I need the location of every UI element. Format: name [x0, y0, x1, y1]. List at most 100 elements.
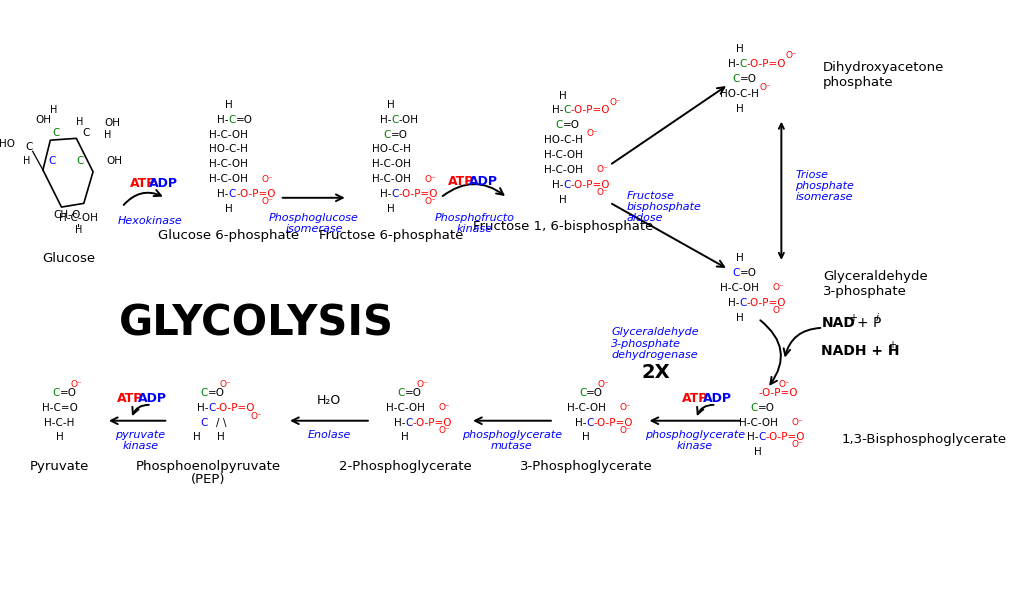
Text: H-: H-	[746, 432, 758, 443]
Text: + P: + P	[857, 316, 881, 330]
Text: O⁻: O⁻	[773, 305, 784, 314]
Text: H: H	[50, 105, 57, 114]
Text: O⁻: O⁻	[424, 197, 436, 206]
Text: C: C	[48, 156, 56, 166]
Text: C: C	[751, 403, 758, 413]
Text: H-: H-	[393, 418, 406, 428]
Text: =O: =O	[563, 120, 580, 131]
Text: O⁻: O⁻	[609, 98, 621, 107]
Text: OH: OH	[35, 115, 51, 125]
Text: -O-P=O: -O-P=O	[746, 59, 786, 69]
Text: Glucose 6-phosphate: Glucose 6-phosphate	[158, 229, 299, 243]
Text: O⁻: O⁻	[251, 412, 262, 420]
Text: H-: H-	[380, 115, 391, 125]
Text: ADP: ADP	[138, 392, 167, 405]
Text: H: H	[735, 104, 743, 114]
Text: 2-Phosphoglycerate: 2-Phosphoglycerate	[339, 459, 471, 473]
Text: -O-P=O: -O-P=O	[766, 432, 805, 443]
Text: /: /	[216, 418, 219, 428]
Text: HO-C-H: HO-C-H	[544, 135, 583, 145]
Text: C: C	[52, 388, 59, 398]
Text: H-: H-	[380, 189, 391, 199]
Text: H-C-OH: H-C-OH	[544, 165, 583, 175]
Text: C: C	[732, 74, 739, 84]
Text: C: C	[406, 418, 413, 428]
Text: =O: =O	[587, 388, 603, 398]
Text: H-C-OH: H-C-OH	[58, 213, 97, 223]
Text: ATP: ATP	[682, 392, 709, 405]
Text: H-C-H: H-C-H	[44, 418, 75, 428]
Text: H: H	[735, 253, 743, 263]
Text: H: H	[24, 156, 31, 166]
Text: H: H	[559, 195, 567, 205]
Text: H: H	[735, 44, 743, 54]
Text: H: H	[583, 432, 590, 443]
Text: =O: =O	[208, 388, 225, 398]
Text: Fructose 1, 6-bisphosphate: Fructose 1, 6-bisphosphate	[473, 220, 653, 233]
Text: C: C	[732, 268, 739, 278]
Text: kinase: kinase	[457, 225, 493, 234]
Text: Pyruvate: Pyruvate	[30, 459, 89, 473]
Text: -O-P=O: -O-P=O	[398, 189, 438, 199]
Text: aldose: aldose	[627, 213, 663, 223]
Text: H-C-OH: H-C-OH	[720, 283, 759, 293]
Text: H₂O: H₂O	[316, 394, 341, 407]
Text: ATP: ATP	[117, 392, 143, 405]
Text: OH: OH	[106, 156, 122, 166]
Text: =O: =O	[237, 115, 253, 125]
Text: H-C-OH: H-C-OH	[386, 403, 425, 413]
Text: C: C	[563, 180, 570, 190]
Text: H: H	[217, 432, 225, 443]
Text: Glyceraldehyde: Glyceraldehyde	[611, 328, 699, 337]
Text: H: H	[225, 204, 232, 214]
Text: +: +	[888, 340, 896, 350]
Text: C: C	[758, 432, 766, 443]
Text: Phosphoenolpyruvate: Phosphoenolpyruvate	[135, 459, 281, 473]
Text: C: C	[587, 418, 594, 428]
Text: H-: H-	[552, 105, 563, 116]
Text: 3-phosphate: 3-phosphate	[611, 338, 681, 349]
Text: isomerase: isomerase	[796, 192, 853, 202]
Text: O⁻: O⁻	[760, 83, 771, 92]
Text: Phosphoglucose: Phosphoglucose	[269, 213, 359, 223]
Text: H-: H-	[217, 115, 228, 125]
Text: -O-P=O: -O-P=O	[570, 105, 610, 116]
Text: isomerase: isomerase	[286, 225, 343, 234]
Text: mutase: mutase	[492, 441, 532, 451]
Text: bisphosphate: bisphosphate	[627, 202, 701, 212]
Text: Fructose 6-phosphate: Fructose 6-phosphate	[319, 229, 464, 243]
Text: =O: =O	[406, 388, 422, 398]
Text: O⁻: O⁻	[596, 187, 608, 196]
Text: H-C-OH: H-C-OH	[372, 159, 411, 170]
Text: H-: H-	[217, 189, 228, 199]
Text: C: C	[228, 115, 237, 125]
Text: ADP: ADP	[150, 177, 178, 190]
Text: O⁻: O⁻	[416, 380, 428, 389]
Text: O⁻: O⁻	[792, 418, 803, 427]
Text: H-: H-	[197, 403, 208, 413]
Text: -O-P=O: -O-P=O	[413, 418, 452, 428]
Text: C: C	[391, 115, 398, 125]
Text: O⁻: O⁻	[438, 425, 450, 434]
Text: O⁻: O⁻	[620, 403, 631, 412]
Text: H: H	[225, 100, 232, 110]
Text: H: H	[401, 432, 409, 443]
Text: HO: HO	[0, 139, 15, 149]
Text: ATP: ATP	[447, 174, 474, 187]
Text: O⁻: O⁻	[785, 51, 798, 60]
Text: H-C-OH: H-C-OH	[209, 129, 248, 140]
Text: H: H	[755, 447, 762, 457]
Text: C: C	[384, 129, 391, 140]
Text: C: C	[397, 388, 406, 398]
Text: -O-P=O: -O-P=O	[746, 298, 786, 308]
Text: O⁻: O⁻	[71, 380, 82, 389]
Text: phosphate: phosphate	[823, 76, 894, 89]
Text: kinase: kinase	[677, 441, 713, 451]
Text: H: H	[194, 432, 201, 443]
Text: O⁻: O⁻	[773, 283, 784, 292]
Text: O⁻: O⁻	[424, 175, 436, 184]
Text: NADH + H: NADH + H	[821, 344, 900, 358]
Text: H-C-OH: H-C-OH	[209, 174, 248, 184]
Text: Hexokinase: Hexokinase	[118, 216, 182, 226]
Text: Triose: Triose	[796, 170, 828, 180]
